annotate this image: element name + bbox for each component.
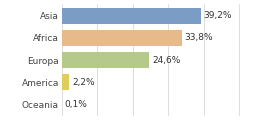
Bar xyxy=(62,8,201,24)
Text: 24,6%: 24,6% xyxy=(152,55,180,65)
Text: 33,8%: 33,8% xyxy=(185,33,213,42)
Text: 39,2%: 39,2% xyxy=(204,11,232,20)
Text: 0,1%: 0,1% xyxy=(65,100,88,109)
Bar xyxy=(62,30,182,46)
Bar xyxy=(62,52,149,68)
Bar xyxy=(62,74,69,90)
Text: 2,2%: 2,2% xyxy=(72,78,95,87)
